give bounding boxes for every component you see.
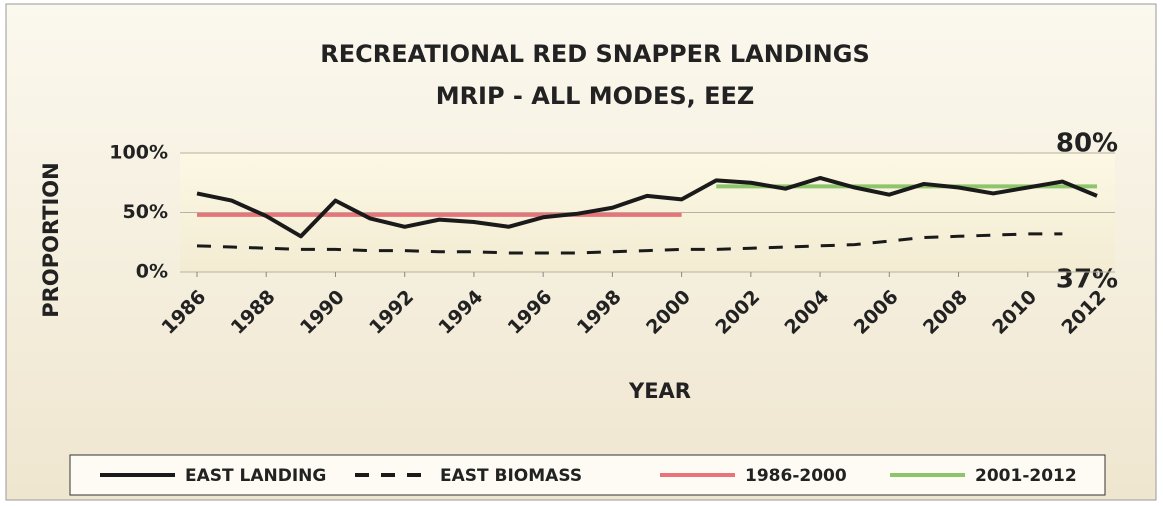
legend-label: EAST LANDING	[185, 466, 326, 486]
annotation: 37%	[1056, 265, 1118, 295]
y-axis-label: PROPORTION	[39, 162, 63, 317]
x-axis-label: YEAR	[628, 379, 691, 403]
chart-subtitle: MRIP - ALL MODES, EEZ	[436, 82, 755, 110]
legend-label: EAST BIOMASS	[440, 466, 582, 486]
y-tick-label: 100%	[109, 142, 168, 164]
chart-title: RECREATIONAL RED SNAPPER LANDINGS	[320, 40, 869, 68]
y-tick-label: 50%	[123, 201, 168, 223]
series-line	[196, 175, 1098, 239]
y-tick-label: 0%	[136, 261, 168, 283]
annotation: 80%	[1056, 129, 1118, 159]
legend-label: 1986-2000	[745, 466, 847, 486]
legend-label: 2001-2012	[975, 466, 1077, 486]
